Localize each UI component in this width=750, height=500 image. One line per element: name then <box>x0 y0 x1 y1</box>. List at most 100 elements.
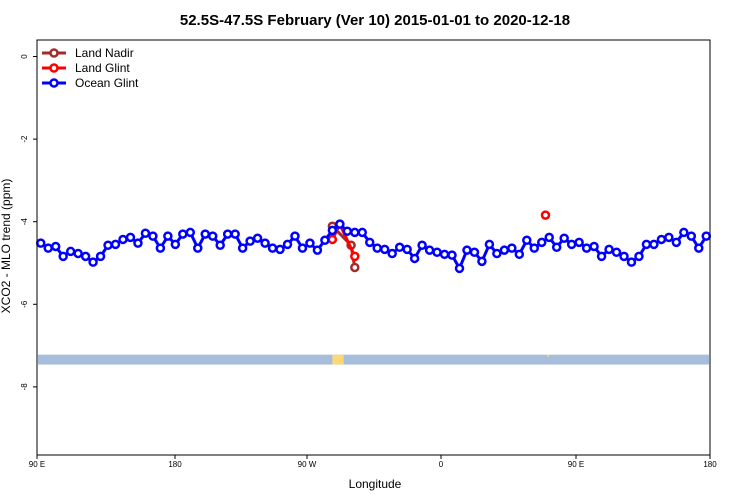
x-axis-label: Longitude <box>349 477 402 491</box>
data-point <box>80 251 91 262</box>
y-tick-label: -6 <box>20 300 29 308</box>
x-tick-label: 90 E <box>29 460 45 469</box>
data-point <box>110 239 121 250</box>
data-point <box>312 245 323 255</box>
legend-label: Ocean Glint <box>75 76 139 90</box>
legend-marker <box>49 78 59 88</box>
data-point <box>200 229 210 239</box>
data-point <box>540 210 551 220</box>
data-point <box>694 243 704 253</box>
data-point <box>394 242 405 253</box>
data-point <box>611 247 622 257</box>
data-point <box>230 229 240 239</box>
data-point <box>566 239 577 250</box>
data-point <box>537 237 547 248</box>
x-tick-label: 0 <box>439 460 444 469</box>
data-point <box>656 234 667 245</box>
data-point <box>350 227 360 238</box>
plot-frame <box>36 39 711 456</box>
data-point <box>215 240 225 250</box>
data-point <box>372 243 382 253</box>
y-tick-label: -4 <box>20 218 29 226</box>
data-point <box>529 243 540 253</box>
data-point <box>185 227 196 238</box>
data-point <box>50 241 61 252</box>
data-point <box>469 247 480 257</box>
data-point <box>402 244 412 255</box>
data-point <box>626 257 637 267</box>
data-point <box>484 239 495 250</box>
data-point <box>634 251 644 262</box>
data-point <box>125 232 136 243</box>
data-point <box>447 250 457 260</box>
data-point <box>73 248 83 259</box>
data-point <box>589 241 599 252</box>
data-point <box>103 240 113 250</box>
data-point <box>686 231 697 241</box>
data-point <box>245 236 255 246</box>
data-point <box>679 227 689 238</box>
data-point <box>664 232 674 243</box>
series-layer <box>35 210 712 274</box>
data-point <box>701 231 712 241</box>
data-point <box>155 243 166 253</box>
x-tick-label: 180 <box>703 460 717 469</box>
data-point <box>282 239 293 250</box>
data-point <box>409 253 420 264</box>
data-point <box>305 238 315 248</box>
data-point <box>275 244 285 255</box>
data-point <box>118 234 128 245</box>
data-point <box>65 246 76 257</box>
data-point <box>387 248 397 259</box>
data-point <box>596 251 607 262</box>
y-tick-label: 0 <box>20 54 29 59</box>
data-point <box>342 226 353 236</box>
data-point <box>320 235 330 246</box>
data-point <box>193 243 203 253</box>
data-point <box>417 240 427 250</box>
data-point <box>35 238 46 248</box>
data-point <box>88 257 98 267</box>
y-tick-label: -2 <box>20 135 29 143</box>
x-tick-label: 90 E <box>568 460 584 469</box>
series-line-segment <box>338 223 357 258</box>
legend-label: Land Nadir <box>75 46 134 60</box>
data-point <box>365 237 375 248</box>
data-point <box>178 229 188 239</box>
data-point <box>432 247 442 257</box>
data-point <box>424 245 435 255</box>
data-point <box>163 231 173 241</box>
data-point <box>379 244 390 255</box>
legend-label: Land Glint <box>75 61 130 75</box>
data-point <box>148 231 158 241</box>
surface-type-band <box>38 354 709 365</box>
data-point <box>140 228 151 239</box>
chart-title: 52.5S-47.5S February (Ver 10) 2015-01-01… <box>180 12 570 29</box>
data-point <box>641 239 652 250</box>
x-tick-label: 90 W <box>298 460 317 469</box>
data-point <box>95 251 106 262</box>
data-point <box>492 248 502 259</box>
data-point <box>671 237 682 248</box>
data-point <box>514 249 525 260</box>
data-point <box>649 239 659 250</box>
data-point <box>252 233 263 243</box>
data-point <box>350 262 360 273</box>
data-point <box>133 238 143 248</box>
data-point <box>522 235 532 246</box>
data-point <box>260 238 270 248</box>
series-ocean-glint <box>35 219 712 274</box>
data-point <box>290 231 300 241</box>
data-point <box>559 233 569 243</box>
data-point <box>237 243 248 253</box>
x-tick-label: 180 <box>168 460 182 469</box>
x-axis: 90 E 180 90 W 0 90 E 180 <box>29 455 717 469</box>
data-point <box>335 219 345 229</box>
data-point <box>170 239 181 250</box>
data-point <box>207 231 218 241</box>
data-point <box>454 263 465 274</box>
data-point <box>297 243 308 253</box>
data-point <box>357 227 368 238</box>
data-point <box>574 237 584 248</box>
